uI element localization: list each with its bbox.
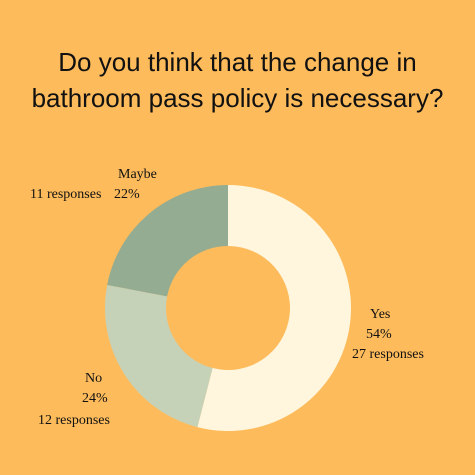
- responses-no: 12 responses: [38, 413, 110, 428]
- slice-yes: [197, 185, 351, 432]
- responses-maybe: 11 responses: [30, 187, 101, 202]
- slice-no: [104, 284, 213, 428]
- percent-maybe: 22%: [114, 187, 140, 202]
- label-maybe: Maybe: [118, 167, 157, 182]
- label-no: No: [85, 371, 102, 386]
- chart-title: Do you think that the change in bathroom…: [31, 47, 444, 113]
- percent-no: 24%: [82, 391, 108, 406]
- responses-yes: 27 responses: [352, 347, 424, 362]
- slice-group: [104, 185, 351, 432]
- slice-maybe: [107, 185, 228, 297]
- label-yes: Yes: [370, 307, 390, 322]
- percent-yes: 54%: [366, 327, 392, 342]
